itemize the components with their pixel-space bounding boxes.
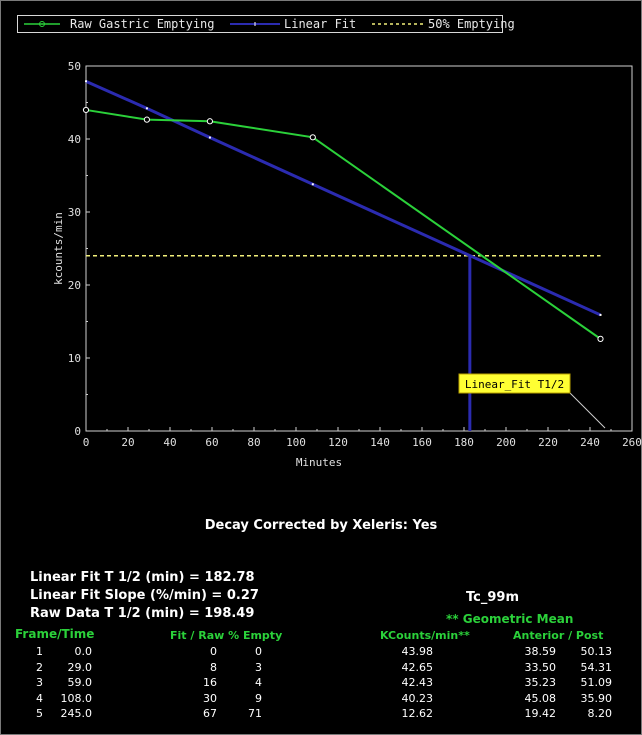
- raw-data-point: [206, 118, 213, 125]
- table-cell-post: 35.90: [580, 691, 613, 705]
- linear-fit-point: [145, 107, 148, 110]
- stat-fit-slope: Linear Fit Slope (%/min) = 0.27: [30, 588, 259, 603]
- table-cell-frame: 5: [36, 707, 43, 720]
- table-cell-raw: 71: [248, 707, 262, 720]
- series-raw-gastric-emptying-line: [85, 108, 602, 340]
- table-cell-anterior: 19.42: [524, 707, 557, 720]
- x-tick-label: 100: [286, 436, 306, 449]
- x-tick-label: 260: [622, 436, 642, 449]
- legend-swatches: [24, 21, 424, 27]
- series-layer: [82, 79, 604, 342]
- header-frame-time: Frame/Time: [15, 627, 95, 641]
- table-cell-frame: 2: [36, 660, 43, 674]
- raw-data-point: [143, 116, 150, 123]
- annotation-layer: Linear_Fit T1/2: [458, 255, 606, 431]
- callout-leader-line: [569, 392, 606, 429]
- raw-data-point: [597, 335, 604, 342]
- header-anterior-post: Anterior / Post: [513, 629, 604, 642]
- x-tick-label: 240: [580, 436, 600, 449]
- x-tick-label: 40: [163, 436, 176, 449]
- geometric-mean-label: ** Geometric Mean: [446, 612, 574, 626]
- stat-raw-t-half: Raw Data T 1/2 (min) = 198.49: [30, 606, 255, 621]
- legend-marker-raw: [39, 21, 45, 27]
- x-tick-label: 0: [83, 436, 90, 449]
- table-cell-time: 29.0: [67, 660, 93, 674]
- raw-data-point: [82, 106, 90, 114]
- linear-fit-t-half-callout: Linear_Fit T1/2: [458, 373, 606, 429]
- x-tick-label: 160: [412, 436, 432, 449]
- header-kcounts: KCounts/min**: [380, 629, 470, 642]
- table-cell-kcounts: 40.23: [401, 691, 434, 705]
- y-tick-label: 50: [68, 60, 81, 73]
- linear-fit-point: [85, 80, 87, 83]
- legend-label-50pct: 50% Emptying: [428, 17, 515, 31]
- table-cell-kcounts: 42.43: [401, 676, 434, 689]
- isotope-label: Tc_99m: [466, 590, 519, 605]
- raw-data-point: [309, 134, 316, 141]
- table-cell-anterior: 33.50: [524, 660, 557, 674]
- y-axis-label: kcounts/min: [52, 212, 65, 285]
- x-axis-label: Minutes: [296, 456, 342, 469]
- table-cell-frame: 1: [36, 645, 43, 658]
- table-cell-time: 59.0: [67, 676, 93, 689]
- table-cell-fit: 16: [203, 676, 217, 689]
- table-cell-fit: 8: [210, 660, 217, 674]
- linear-fit-point: [208, 136, 211, 139]
- table-cell-time: 0.0: [74, 645, 93, 658]
- table-cell-kcounts: 42.65: [401, 660, 434, 674]
- decay-correction-note: Decay Corrected by Xeleris: Yes: [204, 518, 438, 533]
- x-tick-label: 20: [121, 436, 134, 449]
- x-tick-label: 80: [247, 436, 260, 449]
- table-cell-raw: 4: [255, 676, 262, 689]
- callout-box: [458, 373, 571, 394]
- x-tick-label: 60: [205, 436, 218, 449]
- x-tick-label: 180: [454, 436, 474, 449]
- series-linear-fit-line: [85, 79, 602, 317]
- x-tick-label: 200: [496, 436, 516, 449]
- y-tick-label: 20: [68, 279, 81, 292]
- table-cell-frame: 3: [36, 676, 43, 689]
- x-tick-label: 120: [328, 436, 348, 449]
- legend-label-raw: Raw Gastric Emptying: [70, 17, 215, 31]
- table-cell-time: 108.0: [60, 691, 93, 705]
- gastric-emptying-chart: 0 10 20 30 40 50 0 20 40 60 80 100 120 140 160 180 200 22…: [52, 60, 642, 469]
- linear-fit-point: [311, 183, 314, 186]
- table-cell-post: 8.20: [587, 707, 613, 720]
- y-tick-label: 40: [68, 133, 81, 146]
- table-cell-post: 50.13: [580, 645, 613, 658]
- table-cell-time: 245.0: [60, 707, 93, 720]
- x-tick-label: 140: [370, 436, 390, 449]
- header-fit-raw: Fit / Raw % Empty: [170, 629, 283, 642]
- axes: 0 10 20 30 40 50 0 20 40 60 80 100 120 140 160 180 200 22…: [52, 60, 642, 469]
- x-tick-label: 220: [538, 436, 558, 449]
- y-tick-label: 0: [74, 425, 81, 438]
- legend-label-fit: Linear Fit: [284, 17, 357, 31]
- table-cell-fit: 67: [203, 707, 217, 720]
- callout-text: Linear_Fit T1/2: [465, 378, 564, 391]
- table-cell-post: 54.31: [580, 660, 613, 674]
- table-cell-anterior: 35.23: [524, 676, 557, 689]
- table-cell-raw: 9: [255, 691, 262, 705]
- table-cell-post: 51.09: [580, 676, 613, 689]
- stat-fit-t-half: Linear Fit T 1/2 (min) = 182.78: [30, 570, 255, 585]
- linear-fit-point: [599, 313, 602, 316]
- table-cell-kcounts: 43.98: [401, 645, 434, 658]
- y-tick-label: 10: [68, 352, 81, 365]
- table-cell-anterior: 45.08: [524, 691, 557, 705]
- table-cell-raw: 3: [255, 660, 262, 674]
- y-tick-label: 30: [68, 206, 81, 219]
- table-cell-frame: 4: [36, 691, 43, 705]
- table-cell-anterior: 38.59: [524, 645, 557, 658]
- table-cell-fit: 0: [210, 645, 217, 658]
- table-cell-raw: 0: [255, 645, 262, 658]
- table-cell-kcounts: 12.62: [401, 707, 434, 720]
- table-cell-fit: 30: [203, 691, 217, 705]
- legend: Raw Gastric Emptying Linear Fit 50% Empt…: [17, 15, 515, 33]
